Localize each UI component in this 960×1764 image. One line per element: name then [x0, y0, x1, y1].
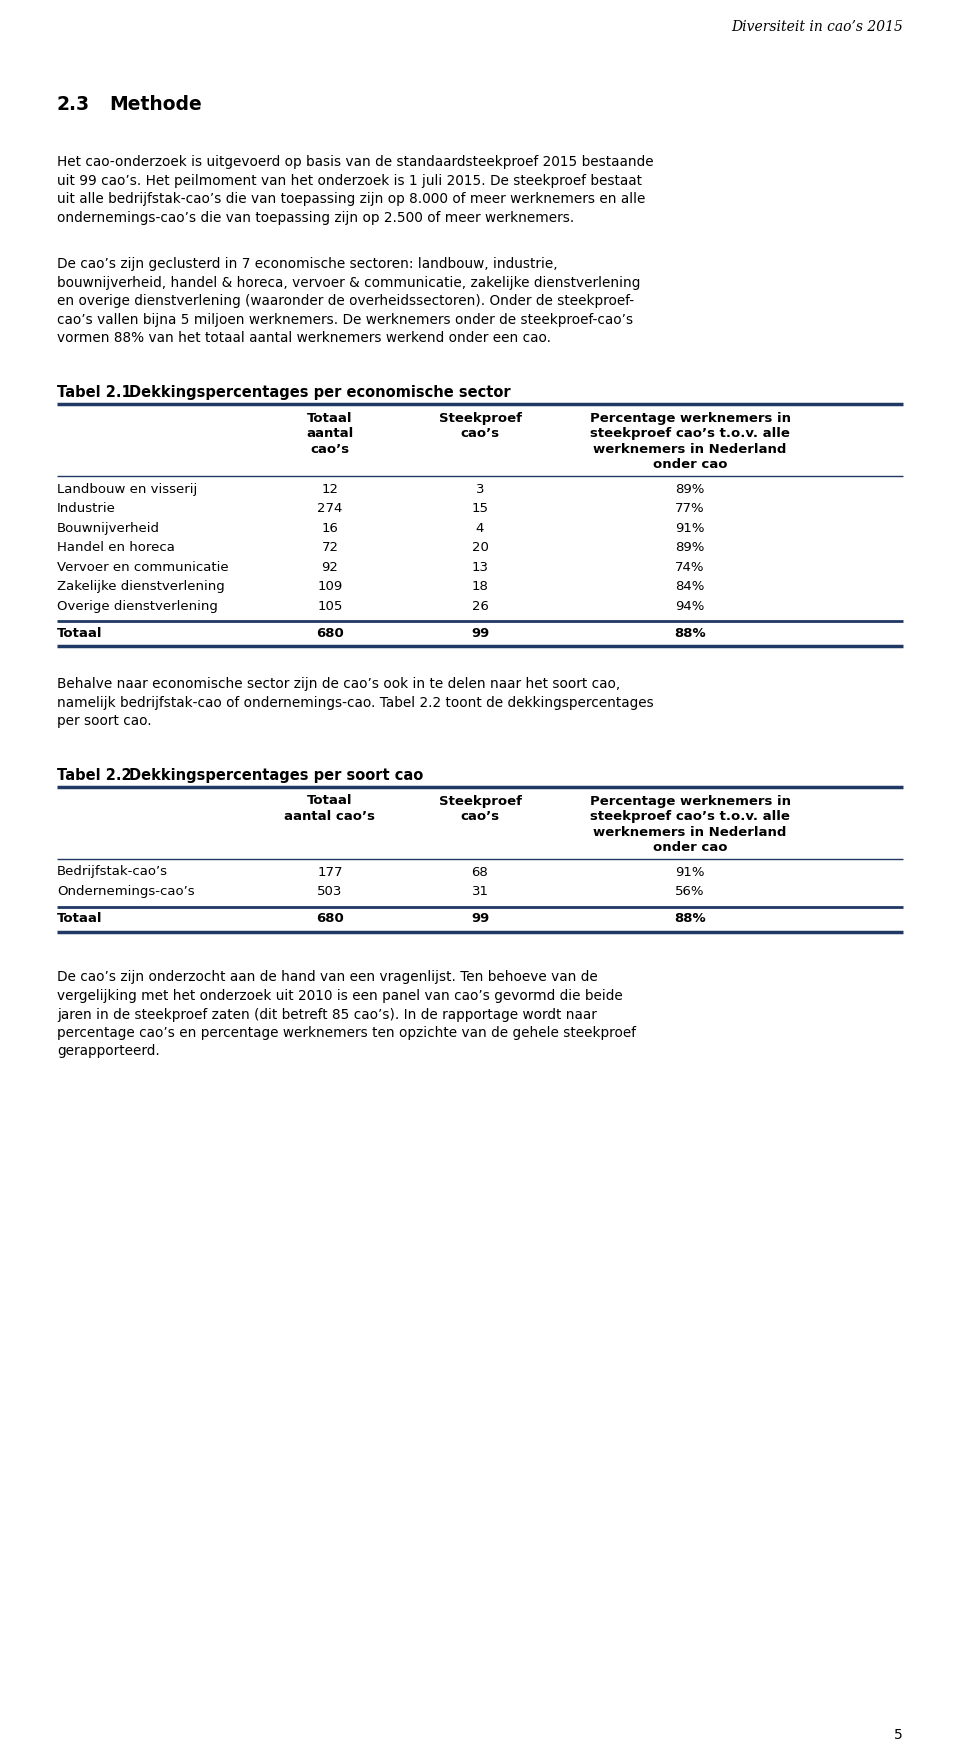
Text: 13: 13: [471, 561, 489, 573]
Text: Vervoer en communicatie: Vervoer en communicatie: [57, 561, 228, 573]
Text: Diversiteit in cao’s 2015: Diversiteit in cao’s 2015: [732, 19, 903, 34]
Text: namelijk bedrijfstak-cao of ondernemings-cao. Tabel 2.2 toont de dekkingspercent: namelijk bedrijfstak-cao of ondernemings…: [57, 695, 654, 709]
Text: Percentage werknemers in: Percentage werknemers in: [589, 411, 790, 425]
Text: bouwnijverheid, handel & horeca, vervoer & communicatie, zakelijke dienstverleni: bouwnijverheid, handel & horeca, vervoer…: [57, 275, 640, 289]
Text: 26: 26: [471, 600, 489, 612]
Text: percentage cao’s en percentage werknemers ten opzichte van de gehele steekproef: percentage cao’s en percentage werknemer…: [57, 1025, 636, 1039]
Text: onder cao: onder cao: [653, 457, 728, 471]
Text: vormen 88% van het totaal aantal werknemers werkend onder een cao.: vormen 88% van het totaal aantal werknem…: [57, 332, 551, 344]
Text: 18: 18: [471, 580, 489, 593]
Text: Industrie: Industrie: [57, 501, 116, 515]
Text: 680: 680: [316, 912, 344, 924]
Text: 72: 72: [322, 542, 339, 554]
Text: 84%: 84%: [675, 580, 705, 593]
Text: ondernemings-cao’s die van toepassing zijn op 2.500 of meer werknemers.: ondernemings-cao’s die van toepassing zi…: [57, 210, 574, 224]
Text: Totaal: Totaal: [57, 912, 103, 924]
Text: steekproef cao’s t.o.v. alle: steekproef cao’s t.o.v. alle: [590, 810, 790, 822]
Text: 99: 99: [470, 626, 490, 640]
Text: 12: 12: [322, 482, 339, 496]
Text: Bouwnijverheid: Bouwnijverheid: [57, 520, 160, 534]
Text: Bedrijfstak-cao’s: Bedrijfstak-cao’s: [57, 864, 168, 878]
Text: uit alle bedrijfstak-cao’s die van toepassing zijn op 8.000 of meer werknemers e: uit alle bedrijfstak-cao’s die van toepa…: [57, 192, 645, 206]
Text: 16: 16: [322, 520, 339, 534]
Text: cao’s: cao’s: [461, 810, 499, 822]
Text: 91%: 91%: [675, 864, 705, 878]
Text: 77%: 77%: [675, 501, 705, 515]
Text: cao’s: cao’s: [310, 443, 349, 455]
Text: Steekproef: Steekproef: [439, 794, 521, 808]
Text: 2.3: 2.3: [57, 95, 90, 115]
Text: 56%: 56%: [675, 884, 705, 898]
Text: 15: 15: [471, 501, 489, 515]
Text: 68: 68: [471, 864, 489, 878]
Text: Tabel 2.2: Tabel 2.2: [57, 767, 132, 781]
Text: Percentage werknemers in: Percentage werknemers in: [589, 794, 790, 808]
Text: Totaal: Totaal: [307, 411, 352, 425]
Text: Landbouw en visserij: Landbouw en visserij: [57, 482, 197, 496]
Text: 105: 105: [318, 600, 343, 612]
Text: Het cao-onderzoek is uitgevoerd op basis van de standaardsteekproef 2015 bestaan: Het cao-onderzoek is uitgevoerd op basis…: [57, 155, 654, 169]
Text: aantal: aantal: [306, 427, 353, 439]
Text: Tabel 2.1: Tabel 2.1: [57, 385, 132, 399]
Text: Behalve naar economische sector zijn de cao’s ook in te delen naar het soort cao: Behalve naar economische sector zijn de …: [57, 677, 620, 691]
Text: Steekproef: Steekproef: [439, 411, 521, 425]
Text: 88%: 88%: [674, 912, 706, 924]
Text: uit 99 cao’s. Het peilmoment van het onderzoek is 1 juli 2015. De steekproef bes: uit 99 cao’s. Het peilmoment van het ond…: [57, 173, 642, 187]
Text: onder cao: onder cao: [653, 840, 728, 854]
Text: steekproef cao’s t.o.v. alle: steekproef cao’s t.o.v. alle: [590, 427, 790, 439]
Text: 88%: 88%: [674, 626, 706, 640]
Text: 503: 503: [318, 884, 343, 898]
Text: 5: 5: [895, 1727, 903, 1741]
Text: Totaal: Totaal: [307, 794, 352, 808]
Text: en overige dienstverlening (waaronder de overheidssectoren). Onder de steekproef: en overige dienstverlening (waaronder de…: [57, 295, 635, 309]
Text: 20: 20: [471, 542, 489, 554]
Text: 92: 92: [322, 561, 339, 573]
Text: 31: 31: [471, 884, 489, 898]
Text: 89%: 89%: [675, 482, 705, 496]
Text: 74%: 74%: [675, 561, 705, 573]
Text: per soort cao.: per soort cao.: [57, 714, 152, 727]
Text: 99: 99: [470, 912, 490, 924]
Text: Overige dienstverlening: Overige dienstverlening: [57, 600, 218, 612]
Text: 109: 109: [318, 580, 343, 593]
Text: De cao’s zijn geclusterd in 7 economische sectoren: landbouw, industrie,: De cao’s zijn geclusterd in 7 economisch…: [57, 258, 558, 272]
Text: 274: 274: [318, 501, 343, 515]
Text: Zakelijke dienstverlening: Zakelijke dienstverlening: [57, 580, 225, 593]
Text: werknemers in Nederland: werknemers in Nederland: [593, 826, 786, 838]
Text: 4: 4: [476, 520, 484, 534]
Text: De cao’s zijn onderzocht aan de hand van een vragenlijst. Ten behoeve van de: De cao’s zijn onderzocht aan de hand van…: [57, 970, 598, 984]
Text: 3: 3: [476, 482, 484, 496]
Text: 91%: 91%: [675, 520, 705, 534]
Text: Methode: Methode: [109, 95, 202, 115]
Text: aantal cao’s: aantal cao’s: [284, 810, 375, 822]
Text: 177: 177: [317, 864, 343, 878]
Text: gerapporteerd.: gerapporteerd.: [57, 1044, 159, 1058]
Text: 94%: 94%: [675, 600, 705, 612]
Text: jaren in de steekproef zaten (dit betreft 85 cao’s). In de rapportage wordt naar: jaren in de steekproef zaten (dit betref…: [57, 1007, 597, 1021]
Text: cao’s vallen bijna 5 miljoen werknemers. De werknemers onder de steekproef-cao’s: cao’s vallen bijna 5 miljoen werknemers.…: [57, 312, 634, 326]
Text: werknemers in Nederland: werknemers in Nederland: [593, 443, 786, 455]
Text: 680: 680: [316, 626, 344, 640]
Text: Dekkingspercentages per soort cao: Dekkingspercentages per soort cao: [129, 767, 423, 781]
Text: 89%: 89%: [675, 542, 705, 554]
Text: Dekkingspercentages per economische sector: Dekkingspercentages per economische sect…: [129, 385, 511, 399]
Text: Totaal: Totaal: [57, 626, 103, 640]
Text: Handel en horeca: Handel en horeca: [57, 542, 175, 554]
Text: cao’s: cao’s: [461, 427, 499, 439]
Text: Ondernemings-cao’s: Ondernemings-cao’s: [57, 884, 195, 898]
Text: vergelijking met het onderzoek uit 2010 is een panel van cao’s gevormd die beide: vergelijking met het onderzoek uit 2010 …: [57, 988, 623, 1002]
